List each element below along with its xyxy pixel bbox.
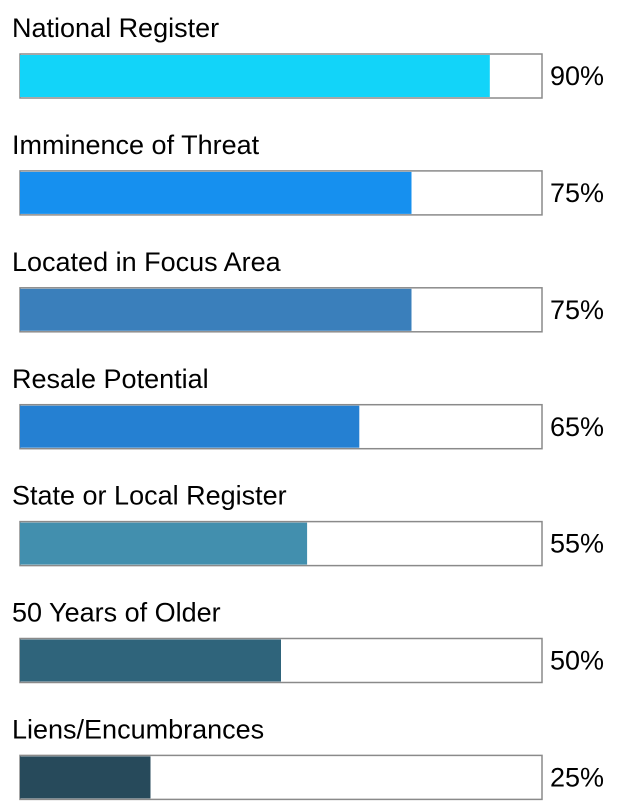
value-label: 75% xyxy=(550,295,604,325)
bar xyxy=(20,522,308,565)
category-label: Located in Focus Area xyxy=(12,247,282,277)
category-label: Imminence of Threat xyxy=(12,130,260,160)
category-label: State or Local Register xyxy=(12,481,287,511)
bar xyxy=(20,171,412,214)
bar xyxy=(20,639,281,682)
value-label: 55% xyxy=(550,529,604,559)
value-label: 75% xyxy=(550,178,604,208)
value-label: 65% xyxy=(550,412,604,442)
category-label: Liens/Encumbrances xyxy=(12,715,264,745)
bar xyxy=(20,405,360,448)
bar xyxy=(20,756,151,799)
bar xyxy=(20,288,412,331)
bar xyxy=(20,55,490,97)
value-label: 50% xyxy=(550,646,604,676)
value-label: 25% xyxy=(550,763,604,793)
category-label: 50 Years of Older xyxy=(12,598,221,628)
value-label: 90% xyxy=(550,61,604,91)
category-label: Resale Potential xyxy=(12,364,209,394)
category-label: National Register xyxy=(12,13,219,43)
